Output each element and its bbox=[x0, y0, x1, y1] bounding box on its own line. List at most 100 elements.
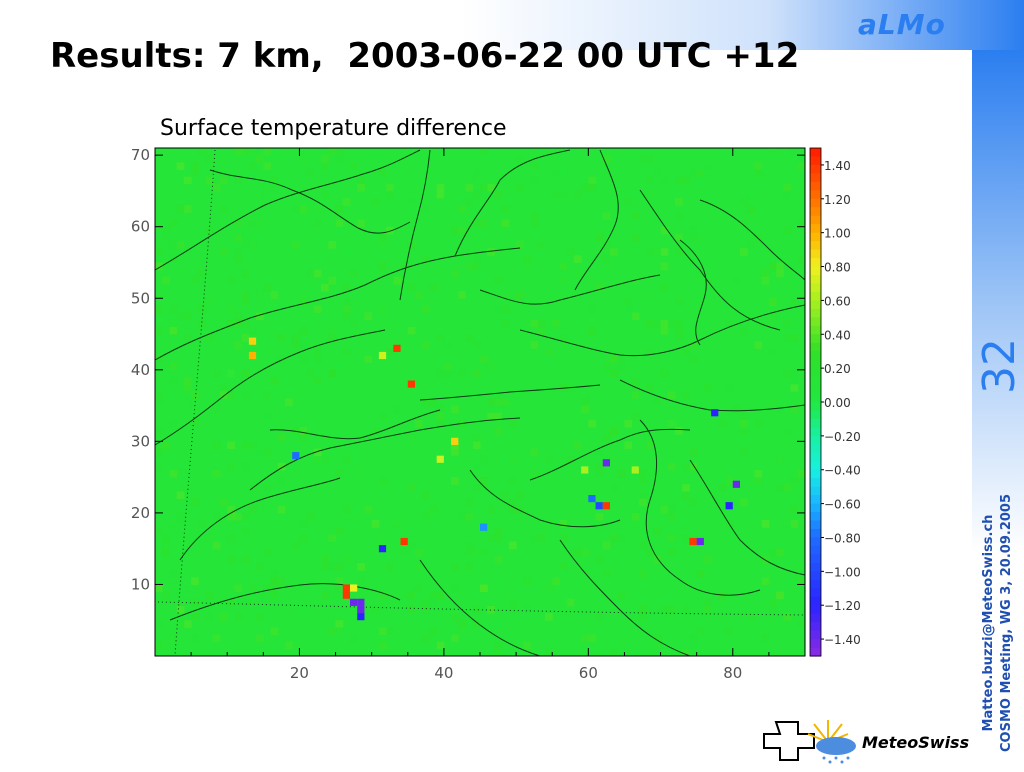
field-texture bbox=[220, 226, 228, 235]
field-texture bbox=[176, 491, 185, 500]
field-texture bbox=[169, 362, 178, 371]
field-texture bbox=[162, 441, 170, 450]
field-texture bbox=[436, 591, 445, 600]
field-texture bbox=[371, 198, 380, 206]
field-texture bbox=[335, 362, 344, 371]
field-texture bbox=[277, 355, 286, 364]
field-texture bbox=[588, 620, 597, 628]
field-texture bbox=[357, 562, 365, 571]
field-texture bbox=[451, 441, 459, 450]
field-texture bbox=[234, 613, 243, 621]
field-texture bbox=[183, 312, 192, 321]
field-texture bbox=[248, 605, 257, 614]
field-texture bbox=[783, 319, 792, 328]
field-texture bbox=[335, 226, 344, 235]
field-texture bbox=[747, 627, 755, 636]
field-texture bbox=[638, 491, 647, 500]
field-texture bbox=[667, 548, 676, 557]
field-texture bbox=[682, 391, 690, 399]
field-texture bbox=[436, 369, 445, 378]
colorbar-segment bbox=[810, 622, 821, 632]
field-texture bbox=[162, 548, 170, 557]
field-texture bbox=[595, 555, 604, 564]
colorbar-segment bbox=[810, 325, 821, 335]
field-texture bbox=[256, 219, 264, 228]
field-texture bbox=[162, 641, 170, 650]
field-texture bbox=[212, 634, 221, 643]
field-texture bbox=[624, 305, 633, 314]
field-texture bbox=[740, 419, 748, 428]
field-texture bbox=[516, 391, 524, 399]
field-texture bbox=[646, 548, 654, 557]
field-texture bbox=[588, 305, 597, 314]
field-texture bbox=[653, 248, 662, 256]
field-texture bbox=[617, 591, 625, 600]
field-texture bbox=[183, 398, 192, 407]
field-texture bbox=[747, 226, 755, 235]
field-texture bbox=[169, 570, 178, 578]
field-texture bbox=[256, 362, 264, 371]
field-texture bbox=[357, 469, 365, 478]
colorbar-segment bbox=[810, 427, 821, 437]
field-texture bbox=[285, 505, 293, 514]
field-texture bbox=[797, 255, 806, 263]
field-texture bbox=[768, 448, 777, 457]
field-texture bbox=[573, 212, 582, 221]
field-texture bbox=[566, 455, 575, 464]
field-texture bbox=[306, 620, 315, 628]
field-texture bbox=[277, 334, 286, 342]
field-texture bbox=[494, 641, 503, 650]
field-texture bbox=[530, 341, 539, 349]
field-texture bbox=[263, 548, 272, 557]
field-texture bbox=[465, 548, 474, 557]
colorbar-segment bbox=[810, 308, 821, 318]
field-texture bbox=[494, 398, 503, 407]
field-texture bbox=[169, 455, 178, 464]
field-texture bbox=[588, 634, 597, 643]
field-texture bbox=[205, 155, 214, 163]
field-texture bbox=[667, 534, 676, 543]
field-texture bbox=[256, 155, 264, 163]
field-texture bbox=[494, 190, 503, 199]
field-texture bbox=[494, 441, 503, 450]
field-texture bbox=[263, 505, 272, 514]
field-texture bbox=[321, 562, 329, 571]
field-texture bbox=[335, 155, 344, 163]
field-texture bbox=[573, 548, 582, 557]
field-texture bbox=[451, 405, 459, 414]
field-texture bbox=[667, 319, 676, 328]
field-texture bbox=[162, 591, 170, 600]
field-texture bbox=[451, 613, 459, 621]
field-texture bbox=[581, 391, 589, 399]
map-contour bbox=[269, 409, 441, 440]
field-texture bbox=[696, 570, 705, 578]
field-texture bbox=[371, 520, 380, 528]
field-texture bbox=[458, 512, 467, 521]
field-texture bbox=[602, 255, 611, 263]
field-texture bbox=[183, 484, 192, 492]
almo-logo: aLMo bbox=[858, 8, 946, 41]
map-contour bbox=[454, 149, 571, 257]
field-texture bbox=[378, 241, 387, 249]
meteoswiss-text: MeteoSwiss bbox=[862, 733, 970, 752]
field-texture bbox=[263, 591, 272, 600]
field-texture bbox=[263, 148, 272, 156]
field-texture bbox=[241, 391, 250, 399]
field-texture bbox=[682, 348, 690, 356]
field-texture bbox=[227, 505, 235, 514]
field-texture bbox=[299, 605, 308, 614]
y-tick-label: 50 bbox=[131, 289, 150, 307]
anomaly-cell bbox=[342, 584, 350, 592]
field-texture bbox=[530, 212, 539, 221]
field-texture bbox=[205, 613, 214, 621]
field-texture bbox=[393, 520, 402, 528]
anomaly-cell bbox=[357, 605, 365, 614]
colorbar-segment bbox=[810, 512, 821, 522]
field-texture bbox=[422, 305, 430, 314]
field-texture bbox=[220, 498, 228, 507]
field-texture bbox=[768, 269, 777, 278]
colorbar-segment bbox=[810, 605, 821, 615]
field-texture bbox=[277, 477, 286, 485]
anomaly-cell bbox=[393, 344, 401, 352]
field-texture bbox=[617, 534, 625, 543]
